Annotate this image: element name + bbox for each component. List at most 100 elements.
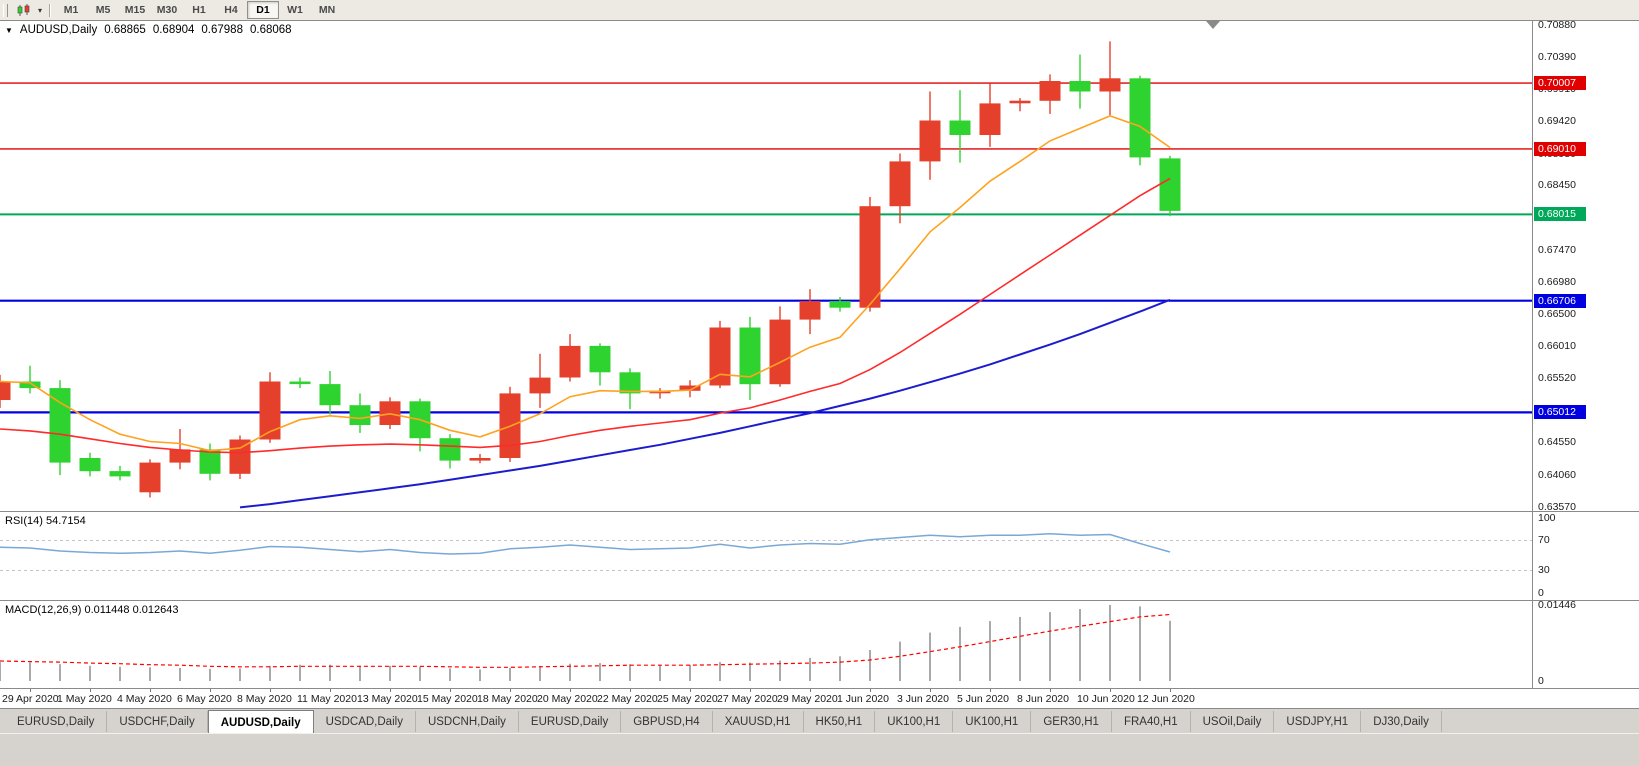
chart-tab-usdchf-daily[interactable]: USDCHF,Daily [107, 711, 208, 732]
price-axis-label: 0.66980 [1538, 276, 1576, 289]
candle [469, 458, 491, 461]
candle [319, 384, 341, 406]
ma-fast-line [0, 115, 1171, 452]
price-badge-0.70007: 0.70007 [1534, 76, 1586, 91]
date-label: 20 May 2020 [537, 693, 598, 705]
date-label: 18 May 2020 [477, 693, 538, 705]
date-tick [990, 689, 991, 692]
price-axis-label: 0.67470 [1538, 243, 1576, 256]
chart-symbol-period: AUDUSD,Daily [19, 24, 98, 36]
toolbar-grip[interactable] [3, 3, 8, 17]
rsi-canvas[interactable] [0, 512, 1533, 601]
chart-tab-xauusd-h1[interactable]: XAUUSD,H1 [713, 711, 804, 732]
date-label: 22 May 2020 [597, 693, 658, 705]
timeframe-button-h4[interactable]: H4 [224, 4, 238, 16]
chart-tab-dj30-daily[interactable]: DJ30,Daily [1361, 711, 1442, 732]
rsi-panel: RSI(14) 54.7154 100 70 30 0 [0, 511, 1639, 601]
candle [679, 385, 701, 391]
ma-mid-line [0, 177, 1171, 454]
timeframe-button-mn[interactable]: MN [318, 4, 336, 16]
rsi-axis-label: 70 [1538, 534, 1550, 546]
date-label: 1 May 2020 [57, 693, 112, 705]
chart-tab-hk50-h1[interactable]: HK50,H1 [804, 711, 876, 732]
candle [799, 301, 821, 320]
date-tick [630, 689, 631, 692]
status-bar [0, 733, 1639, 766]
price-badge-0.66706: 0.66706 [1534, 293, 1586, 308]
date-label: 8 Jun 2020 [1017, 693, 1069, 705]
macd-axis-label: 0.01446 [1538, 598, 1576, 611]
date-tick [150, 689, 151, 692]
chart-tab-usdcnh-daily[interactable]: USDCNH,Daily [416, 711, 519, 732]
chart-tab-eurusd-daily[interactable]: EURUSD,Daily [5, 711, 108, 732]
candle [739, 327, 761, 385]
candle [1099, 78, 1121, 92]
timeframe-button-m5[interactable]: M5 [95, 4, 111, 16]
toolbar-separator [49, 3, 52, 17]
price-axis-label: 0.70880 [1538, 19, 1576, 32]
main-chart-panel: ▼ AUDUSD,Daily 0.68865 0.68904 0.67988 0… [0, 19, 1639, 513]
candle [559, 345, 581, 378]
timeframe-button-d1[interactable]: D1 [247, 1, 280, 19]
rsi-axis-label: 100 [1538, 511, 1556, 524]
macd-signal-line [0, 613, 1171, 668]
macd-axis-label: 0 [1538, 674, 1544, 687]
chart-tab-usdjpy-h1[interactable]: USDJPY,H1 [1274, 711, 1362, 732]
price-badge-0.68015: 0.68015 [1534, 207, 1586, 222]
dropdown-caret-icon[interactable]: ▾ [38, 5, 43, 15]
chart-tab-eurusd-daily[interactable]: EURUSD,Daily [519, 711, 622, 732]
candle [769, 319, 791, 385]
rsi-axis-label: 0 [1538, 586, 1544, 599]
chart-tab-audusd-daily[interactable]: AUDUSD,Daily [207, 710, 314, 734]
macd-canvas[interactable] [0, 601, 1533, 689]
timeframe-button-m1[interactable]: M1 [63, 4, 79, 16]
date-label: 4 May 2020 [117, 693, 172, 705]
date-label: 12 Jun 2020 [1137, 693, 1195, 705]
chart-tabs-bar: EURUSD,Daily USDCHF,Daily AUDUSD,Daily USDC… [0, 708, 1639, 734]
date-tick [270, 689, 271, 692]
rsi-axis[interactable]: 100 70 30 0 [1532, 512, 1639, 601]
candle [1129, 78, 1151, 158]
main-chart-canvas[interactable] [0, 21, 1533, 512]
candle [619, 372, 641, 394]
date-tick [930, 689, 931, 692]
date-label: 11 May 2020 [297, 693, 357, 705]
price-axis[interactable]: 0.708800.703900.699100.694200.689300.684… [1532, 19, 1639, 513]
chart-tab-usdcad-daily[interactable]: USDCAD,Daily [314, 711, 416, 732]
timeframe-button-m15[interactable]: M15 [124, 4, 146, 16]
candle [289, 381, 311, 385]
date-tick [690, 689, 691, 692]
timeframe-buttons: M1 M5 M15 M30 H1 H4 D1 W1 MN [55, 1, 343, 19]
chart-tab-uk100-h1[interactable]: UK100,H1 [875, 711, 954, 732]
timeframe-button-m30[interactable]: M30 [156, 4, 178, 16]
date-label: 1 Jun 2020 [837, 693, 889, 705]
chart-tab-gbpusd-h4[interactable]: GBPUSD,H4 [621, 711, 713, 732]
timeframe-button-h1[interactable]: H1 [192, 4, 206, 16]
date-label: 8 May 2020 [237, 693, 292, 705]
chart-tab-usoil-daily[interactable]: USOil,Daily [1191, 711, 1275, 732]
date-axis[interactable]: 29 Apr 2020 1 May 2020 4 May 2020 6 May 202… [0, 688, 1639, 709]
date-tick [30, 689, 31, 692]
ma-slow-line [239, 298, 1171, 509]
chart-tab-fra40-h1[interactable]: FRA40,H1 [1112, 711, 1191, 732]
chart-tab-uk100-h1[interactable]: UK100,H1 [953, 711, 1032, 732]
chart-shift-marker[interactable] [1206, 21, 1220, 29]
candlestick-chart-icon[interactable] [13, 2, 35, 18]
chart-tab-ger30-h1[interactable]: GER30,H1 [1031, 711, 1112, 732]
candle [949, 120, 971, 135]
price-badge-0.65012: 0.65012 [1534, 405, 1586, 420]
timeframe-button-w1[interactable]: W1 [287, 4, 303, 16]
date-tick [1050, 689, 1051, 692]
candle [109, 471, 131, 477]
candle [589, 345, 611, 373]
candle [79, 458, 101, 472]
date-tick [330, 689, 331, 692]
date-tick [510, 689, 511, 692]
price-axis-label: 0.65520 [1538, 372, 1576, 385]
chart-title-marker-icon: ▼ [5, 25, 13, 35]
macd-axis[interactable]: 0.01446 0 [1532, 598, 1639, 689]
candle [919, 120, 941, 162]
price-axis-label: 0.70390 [1538, 51, 1576, 64]
candle [1069, 81, 1091, 92]
